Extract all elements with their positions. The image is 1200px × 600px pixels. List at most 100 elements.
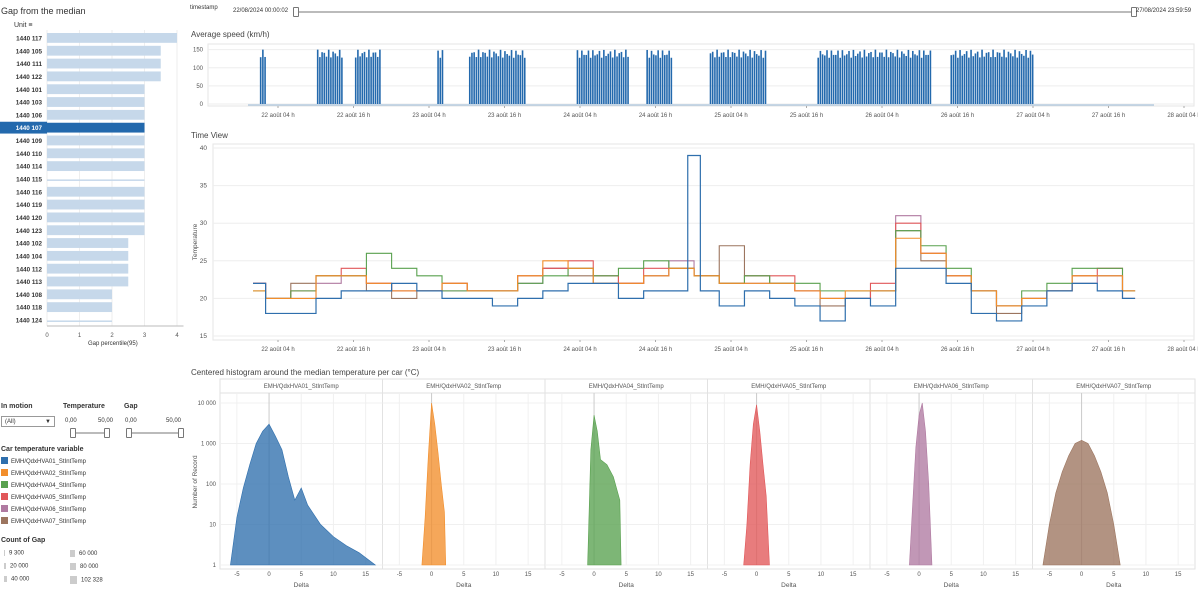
x-tick-label: 0: [1080, 572, 1084, 578]
gap-slider-track[interactable]: [128, 432, 181, 434]
x-tick-label: 22 août 04 h: [261, 113, 294, 119]
speed-active-window: [468, 49, 526, 104]
count-legend-label: 9 300: [9, 550, 25, 557]
unit-header-label: Unit: [14, 22, 27, 29]
x-tick-label: -5: [722, 572, 728, 578]
legend-swatch: [1, 505, 8, 512]
x-tick-label: 27 août 04 h: [1016, 113, 1049, 119]
temperature-max-value: 50,00: [98, 418, 114, 424]
temperature-min-value: 0,00: [65, 418, 77, 424]
x-tick-label: 23 août 16 h: [488, 113, 521, 119]
gap-bar: [47, 71, 161, 82]
temperature-time-chart[interactable]: 40 35 30 25 20 15 Temperature 22 août 04 h 22 ao…: [188, 140, 1198, 360]
gap-slider-min-handle[interactable]: [126, 428, 132, 438]
unit-label: 1440 123: [16, 228, 43, 235]
x-tick-label: 15: [1175, 572, 1182, 578]
x-tick-label: 4: [175, 333, 179, 339]
y-tick-label: 20: [200, 295, 208, 302]
unit-label: 1440 104: [16, 253, 43, 260]
temperature-slider-track[interactable]: [72, 432, 107, 434]
in-motion-dropdown[interactable]: (All) ▼: [1, 416, 55, 427]
selected-row-highlight: [0, 121, 47, 134]
size-swatch: [4, 563, 6, 569]
unit-label: 1440 117: [16, 36, 42, 43]
x-tick-label: -5: [884, 572, 890, 578]
histogram-area: [743, 404, 770, 566]
y-tick-label: 0: [200, 102, 204, 108]
legend-item[interactable]: EMH/QdxHVA06_StIntTemp: [1, 505, 86, 515]
gap-bar: [47, 84, 145, 95]
unit-label: 1440 102: [16, 241, 43, 248]
unit-label: 1440 111: [16, 61, 42, 68]
unit-label: 1440 108: [16, 292, 43, 299]
gap-bar: [47, 302, 112, 313]
unit-column-header[interactable]: Unit ≡: [14, 22, 33, 29]
count-legend-item: 9 300: [4, 550, 24, 557]
x-tick-label: 0: [45, 333, 49, 339]
y-tick-label: 100: [193, 66, 204, 72]
legend-item[interactable]: EMH/QdxHVA02_StIntTemp: [1, 469, 86, 479]
x-tick-label: 10: [330, 572, 337, 578]
gap-bar-chart[interactable]: 1440 117 1440 105 1440 111 1440 122 1440 101…: [0, 30, 185, 355]
x-tick-label: 22 août 16 h: [337, 113, 370, 119]
legend-item[interactable]: EMH/QdxHVA05_StIntTemp: [1, 493, 86, 503]
x-tick-label: 24 août 04 h: [563, 113, 596, 119]
timestamp-slider-start-handle[interactable]: [293, 7, 299, 17]
x-tick-label: -5: [397, 572, 403, 578]
timestamp-slider-end-handle[interactable]: [1131, 7, 1137, 17]
y-tick-label: 10 000: [198, 401, 217, 407]
speed-active-window: [950, 49, 1034, 104]
gap-bar: [47, 148, 145, 159]
y-tick-label: 35: [200, 183, 208, 190]
histogram-panel-title: Centered histogram around the median tem…: [191, 368, 420, 377]
speed-chart[interactable]: 150 100 50 0 22 août 04 h 22 août 16 h 23 août…: [188, 40, 1198, 122]
count-legend-label: 80 000: [80, 564, 99, 571]
gap-bar: [47, 33, 177, 43]
legend-item[interactable]: EMH/QdxHVA04_StIntTemp: [1, 481, 86, 491]
count-legend-label: 20 000: [10, 563, 29, 570]
count-legend-item: 102 328: [70, 576, 103, 584]
x-tick-label: 25 août 04 h: [714, 347, 747, 353]
legend-item[interactable]: EMH/QdxHVA01_StIntTemp: [1, 457, 86, 467]
gap-panel-title: Gap from the median: [1, 6, 86, 16]
y-tick-label: 1: [213, 563, 217, 569]
x-tick-label: 28 août 04 h: [1167, 347, 1198, 353]
unit-label: 1440 113: [16, 279, 42, 286]
y-tick-label: 1 000: [201, 442, 217, 448]
speed-active-window: [709, 49, 767, 104]
y-axis-label: Temperature: [192, 223, 199, 260]
legend-label: EMH/QdxHVA06_StIntTemp: [11, 507, 86, 513]
y-tick-label: 25: [200, 258, 208, 265]
speed-active-window: [646, 49, 673, 104]
sort-icon[interactable]: ≡: [28, 22, 33, 29]
histogram-area: [230, 423, 377, 566]
temperature-slider-max-handle[interactable]: [104, 428, 110, 438]
facet-frame: [1032, 378, 1196, 570]
x-tick-label: 2: [110, 333, 114, 339]
gap-bar: [47, 186, 145, 197]
x-axis-label: Delta: [456, 582, 472, 589]
legend-swatch: [1, 517, 8, 524]
count-legend-item: 80 000: [70, 563, 98, 570]
speed-active-window: [576, 49, 629, 104]
facet-title: EMH/QdxHVA04_StIntTemp: [589, 384, 665, 390]
x-tick-label: 10: [655, 572, 662, 578]
chevron-down-icon: ▼: [45, 419, 51, 425]
x-axis-label: Delta: [1106, 582, 1122, 589]
temperature-slider-min-handle[interactable]: [70, 428, 76, 438]
unit-label: 1440 110: [16, 151, 42, 158]
legend-item[interactable]: EMH/QdxHVA07_StIntTemp: [1, 517, 86, 527]
gap-slider-max-handle[interactable]: [178, 428, 184, 438]
x-tick-label: 25 août 16 h: [790, 113, 823, 119]
x-tick-label: 24 août 16 h: [639, 347, 672, 353]
x-tick-label: -5: [1047, 572, 1053, 578]
size-swatch: [4, 550, 5, 556]
timestamp-slider-track[interactable]: [296, 11, 1136, 13]
unit-label: 1440 114: [16, 164, 42, 171]
histogram-facet: EMH/QdxHVA07_StIntTemp -5 0 5 10 15 Delta: [1032, 378, 1196, 589]
gap-bar: [47, 122, 145, 133]
gap-bar: [47, 238, 129, 248]
gap-bar: [47, 250, 129, 261]
unit-label: 1440 118: [16, 305, 42, 312]
